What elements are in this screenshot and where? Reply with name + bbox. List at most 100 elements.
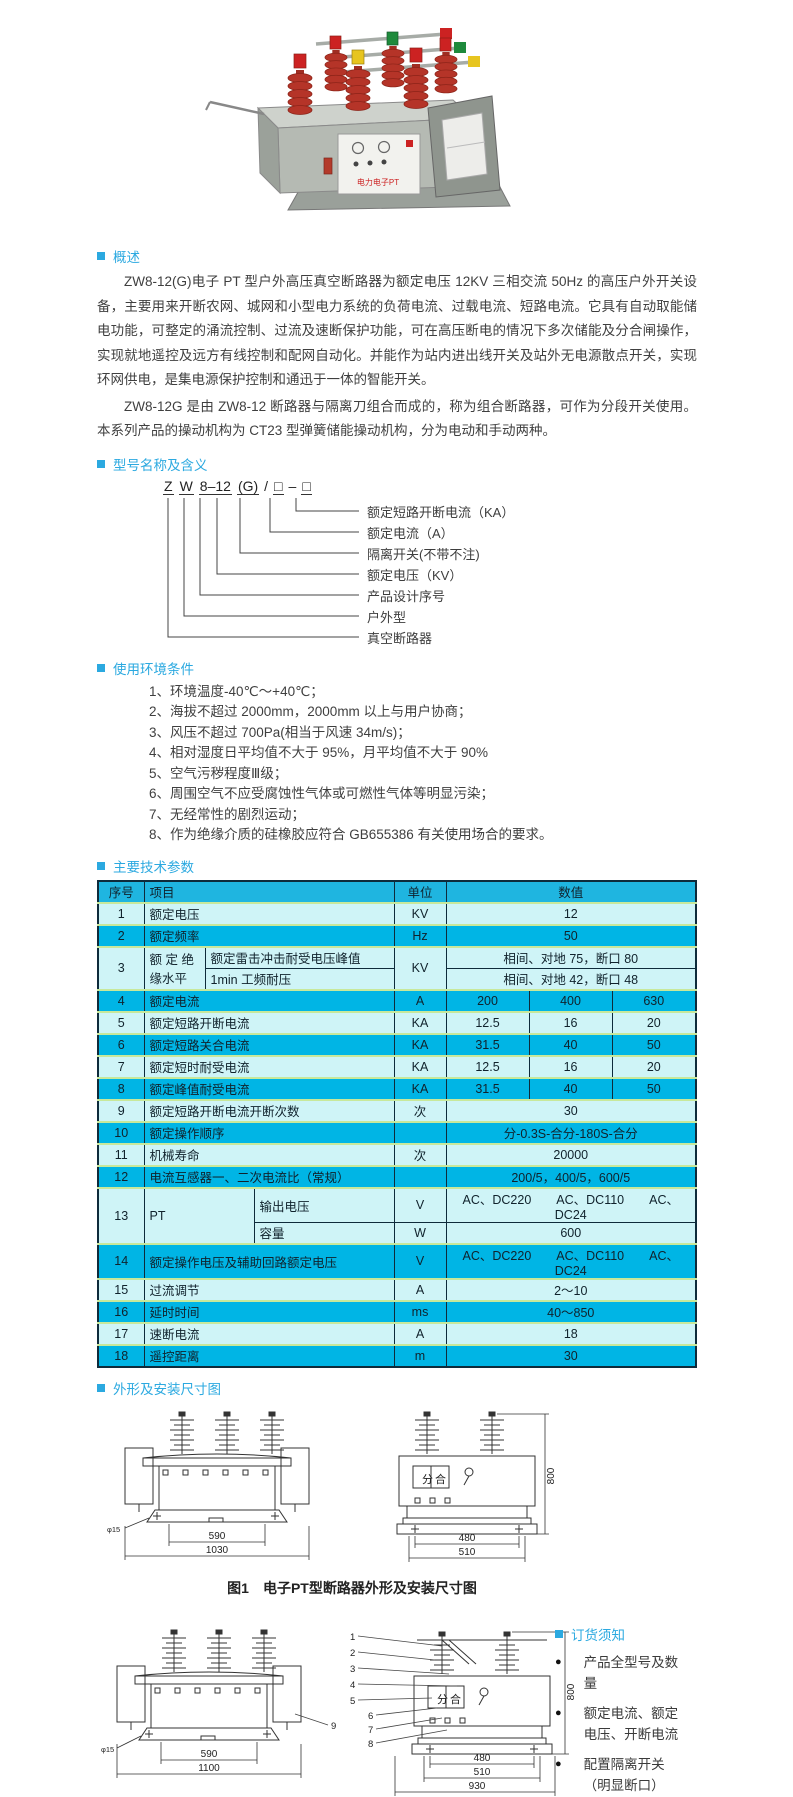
page-content: 概述 ZW8-12(G)电子 PT 型户外高压真空断路器为额定电压 12KV 三…: [0, 246, 793, 1797]
cell-value: 相间、对地 75，断口 80: [445, 945, 697, 969]
cell-no: 17: [97, 1321, 144, 1345]
cell-subitem: 额定雷击冲击耐受电压峰值: [204, 945, 395, 969]
model-part: W: [178, 477, 194, 495]
cell-unit: KA: [393, 1032, 447, 1056]
cell-unit: KV: [393, 901, 447, 925]
cell-item: 额定频率: [143, 923, 395, 947]
callout-number: 5: [350, 1696, 355, 1707]
cell-unit: W: [393, 1221, 447, 1244]
cell-value: 200: [445, 988, 530, 1012]
dimension-label: 800: [546, 1467, 557, 1484]
model-part: □: [273, 477, 284, 495]
cell-item: 机械寿命: [143, 1142, 395, 1166]
cell-subitem: 输出电压: [253, 1186, 395, 1223]
section-bullet-icon: [97, 1383, 105, 1392]
cell-unit: [393, 1164, 447, 1188]
cell-no: 5: [97, 1010, 144, 1034]
cell-unit: V: [393, 1242, 447, 1279]
bullet-icon: ●: [555, 1655, 562, 1668]
model-separator: /: [264, 477, 269, 494]
section-title-text: 型号名称及含义: [113, 457, 208, 473]
cell-unit: KV: [393, 945, 447, 990]
table-row: 1min 工频耐压 相间、对地 42，断口 48: [98, 967, 697, 990]
cell-value: 30: [445, 1098, 697, 1122]
cell-value: 18: [445, 1321, 697, 1345]
cell-value: 40: [528, 1076, 613, 1100]
table-row: 2 额定频率 Hz 50: [97, 923, 697, 947]
cell-no: 8: [97, 1076, 144, 1100]
order-item-text: 额定电流、额定电压、开断电流: [583, 1705, 679, 1742]
dimension-note: φ15: [107, 1525, 120, 1534]
cell-item: 遥控距离: [143, 1343, 395, 1367]
parameters-table: 序号 项目 单位 数值 1 额定电压 KV 12 2 额定频率 Hz 50 3 …: [97, 879, 698, 1368]
model-label: 额定电流（A）: [367, 525, 454, 541]
section-bullet-icon: [97, 861, 105, 870]
cell-unit: [393, 1120, 447, 1144]
overview-paragraph-1: ZW8-12(G)电子 PT 型户外高压真空断路器为额定电压 12KV 三相交流…: [97, 274, 697, 388]
overview-paragraph-2: ZW8-12G 是由 ZW8-12 断路器与隔离刀组合而成的，称为组合断路器，可…: [97, 398, 697, 439]
dimension-label: 590: [209, 1531, 226, 1542]
dimension-label: 1100: [198, 1763, 220, 1774]
cell-value: 40: [528, 1032, 613, 1056]
list-item: 2、海拔不超过 2000mm，2000mm 以上与用户协商；: [149, 704, 472, 720]
cell-no: 18: [97, 1343, 144, 1367]
order-item-text: 产品全型号及数量: [583, 1654, 679, 1691]
ordering-notes: 订货须知 ● 产品全型号及数量 ● 额定电流、额定电压、开断电流 ● 配置隔离开…: [555, 1624, 755, 1797]
cell-value: 20: [611, 1054, 697, 1078]
bullet-icon: ●: [555, 1757, 562, 1770]
cell-value: 20: [611, 1010, 697, 1034]
callout-number: 7: [368, 1725, 373, 1736]
cell-unit: A: [393, 988, 447, 1012]
cell-unit: V: [393, 1186, 447, 1223]
cell-unit: A: [393, 1321, 447, 1345]
cell-item: 额 定 绝 缘水平: [143, 945, 205, 990]
cell-value: 630: [611, 988, 697, 1012]
cell-item: 速断电流: [143, 1321, 395, 1345]
cell-value: 分-0.3S-合分-180S-合分: [445, 1120, 697, 1144]
cell-no: 16: [97, 1299, 144, 1323]
table-row: 9 额定短路开断电流开断次数 次 30: [97, 1098, 697, 1122]
table-row: 7 额定短时耐受电流 KA 12.5 16 20: [97, 1054, 697, 1078]
table-row: 4 额定电流 A 200 400 630: [97, 988, 697, 1012]
cell-item: 额定短路开断电流: [143, 1010, 395, 1034]
model-designation-diagram: Z W 8–12 (G) / □ – □ 额定短路开断电流（KA） 额定电流（A） 隔离开关(…: [97, 477, 697, 648]
table-row: 3 额 定 绝 缘水平 额定雷击冲击耐受电压峰值 KV 相间、对地 75，断口 …: [97, 945, 697, 990]
cell-no: 13: [97, 1186, 144, 1244]
cell-unit: KA: [393, 1010, 447, 1034]
cell-unit: 次: [393, 1098, 447, 1122]
figure1-drawing: 590 1030 φ15 分 合 480 510 800: [107, 1406, 557, 1562]
cell-item: PT: [143, 1186, 254, 1244]
header-cell: 单位: [393, 880, 447, 903]
cell-item: 过流调节: [143, 1277, 395, 1301]
list-item: ● 额定电流、额定电压、开断电流: [555, 1703, 755, 1745]
model-part: Z: [163, 477, 174, 495]
cell-subitem: 1min 工频耐压: [204, 967, 395, 990]
section-figures-title: 外形及安装尺寸图: [97, 1378, 697, 1398]
dimension-label: 590: [201, 1749, 218, 1760]
model-part: (G): [236, 477, 260, 495]
switch-close-label: 合: [450, 1692, 461, 1706]
callout-number: 4: [350, 1680, 355, 1691]
model-code: Z W 8–12 (G) / □ – □: [163, 477, 317, 495]
section-bullet-icon: [97, 252, 105, 260]
list-item: ● 产品全型号及数量: [555, 1652, 755, 1694]
cell-item: 额定短路开断电流开断次数: [143, 1098, 395, 1122]
cell-value: 31.5: [445, 1076, 530, 1100]
cell-unit: KA: [393, 1054, 447, 1078]
dimension-label: 480: [474, 1753, 491, 1764]
cell-value: 40～850: [445, 1299, 697, 1323]
cell-subitem: 容量: [253, 1221, 395, 1244]
cell-item: 额定短路关合电流: [143, 1032, 395, 1056]
model-label: 额定短路开断电流（KA）: [367, 504, 515, 520]
cell-item: 额定电流: [143, 988, 395, 1012]
section-parameters-title: 主要技术参数: [97, 856, 697, 876]
section-title-text: 主要技术参数: [113, 859, 194, 875]
table-header-row: 序号 项目 单位 数值: [97, 880, 697, 903]
switch-close-label: 合: [435, 1472, 446, 1486]
list-item: 1、环境温度-40℃～+40℃；: [149, 683, 324, 699]
table-row: 15 过流调节 A 2～10: [97, 1277, 697, 1301]
figure1-caption: 图1 电子PT型断路器外形及安装尺寸图: [227, 1579, 477, 1596]
list-item: 7、无经常性的剧烈运动；: [149, 806, 306, 822]
cell-value: 50: [611, 1076, 697, 1100]
cell-no: 10: [97, 1120, 144, 1144]
